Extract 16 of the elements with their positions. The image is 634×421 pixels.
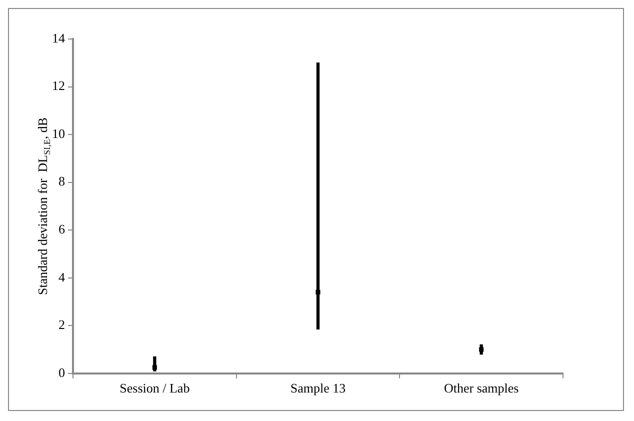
point [316,290,320,294]
y-tick-label: 4 [58,269,66,284]
y-tick-label: 0 [58,364,65,380]
point [479,347,484,352]
point [152,365,157,370]
y-tick-label: 14 [52,30,66,46]
y-tick-label: 8 [58,174,65,189]
y-tick-label: 10 [52,126,65,141]
x-tick-label: Sample 13 [290,380,346,396]
y-tick-label: 2 [58,317,65,332]
y-axis-title: Standard deviation for DLSI,E, dB [35,117,52,295]
bar [316,62,320,330]
y-tick-label: 12 [52,78,65,94]
x-tick-label: Session / Lab [120,380,190,396]
x-tick-label: Other samples [444,380,519,396]
y-tick-label: 6 [58,222,66,237]
